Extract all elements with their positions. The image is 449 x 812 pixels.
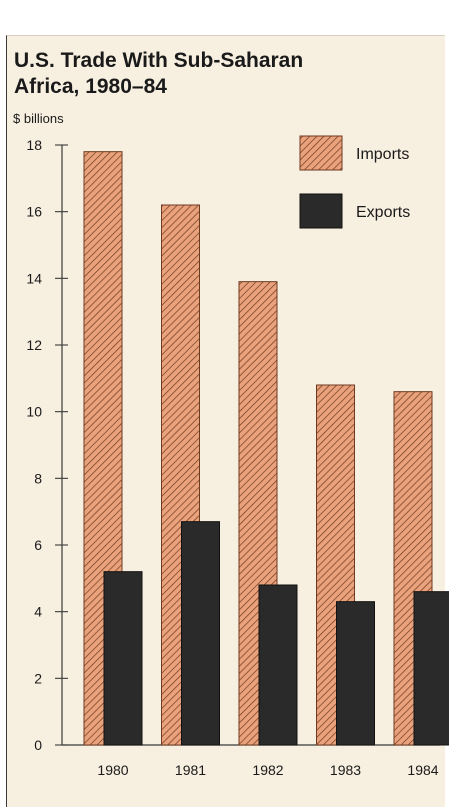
exports-bar (181, 521, 220, 746)
x-tick-label: 1980 (97, 762, 128, 778)
legend: Imports Exports (299, 135, 410, 229)
chart-title-line-1: U.S. Trade With Sub-Saharan (14, 49, 304, 72)
legend-swatch-imports (299, 135, 343, 171)
legend-label-exports: Exports (356, 204, 410, 221)
y-axis-unit-label: $ billions (13, 111, 64, 126)
y-tick-label: 8 (34, 470, 42, 486)
x-axis: 1980 1981 1982 1983 1984 (62, 744, 440, 778)
bars-group (83, 151, 449, 746)
x-tick-label: 1983 (330, 762, 361, 778)
x-tick-label: 1981 (175, 762, 206, 778)
y-tick-label: 4 (34, 604, 42, 620)
chart-title-line-2: Africa, 1980–84 (14, 75, 167, 98)
y-tick-label: 16 (26, 204, 42, 220)
y-tick-label: 18 (26, 137, 42, 153)
y-tick-label: 6 (34, 537, 42, 553)
legend-label-imports: Imports (356, 146, 409, 163)
y-axis: 0 2 4 6 8 10 12 14 16 18 (26, 137, 68, 753)
y-tick-label: 12 (26, 337, 42, 353)
legend-swatch-exports (299, 193, 343, 229)
y-tick-label: 0 (34, 737, 42, 753)
x-tick-label: 1982 (252, 762, 283, 778)
exports-bar (413, 591, 449, 746)
imports-bar (161, 204, 200, 746)
exports-bar (258, 584, 298, 746)
chart-title: U.S. Trade With Sub-Saharan Africa, 1980… (14, 48, 394, 100)
exports-bar (103, 571, 143, 746)
y-tick-label: 14 (26, 270, 42, 286)
exports-bar (336, 601, 375, 746)
y-tick-label: 10 (26, 404, 42, 420)
y-tick-label: 2 (34, 670, 42, 686)
x-tick-label: 1984 (407, 762, 438, 778)
